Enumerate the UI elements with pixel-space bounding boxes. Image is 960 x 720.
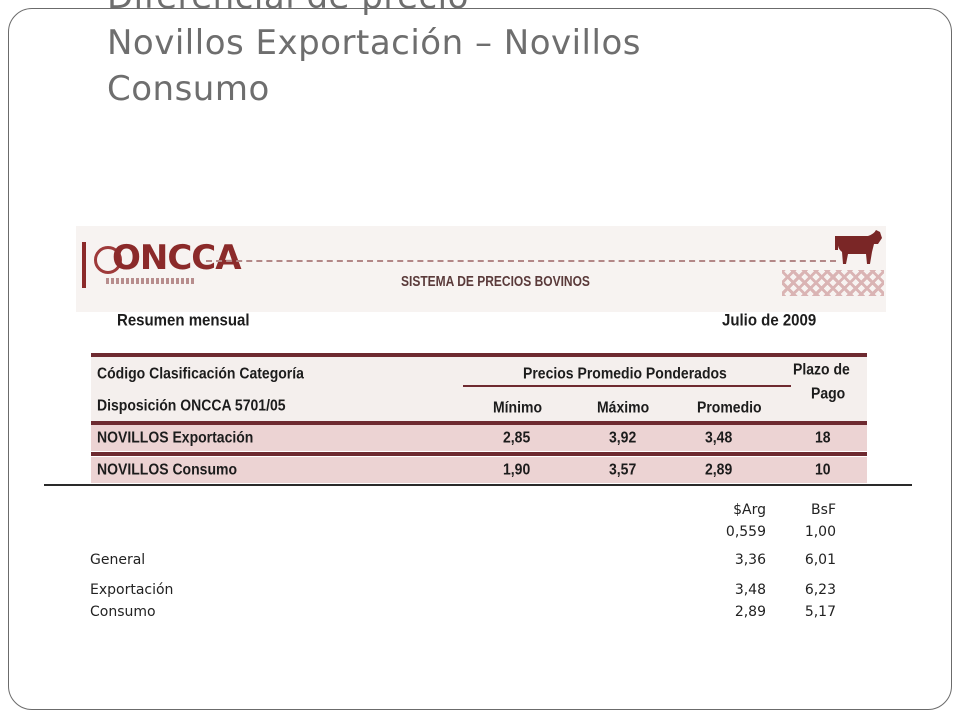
summary-label: Consumo [90, 604, 156, 620]
row-label: NOVILLOS Exportación [97, 427, 254, 447]
row-avg: 2,89 [705, 459, 733, 479]
header-avg: Promedio [697, 397, 762, 417]
col-header-bsf: BsF [811, 502, 836, 518]
logo-text: ONCCA [112, 238, 242, 278]
header-prices: Precios Promedio Ponderados [523, 363, 727, 383]
header-term-line2: Pago [811, 383, 846, 403]
header-disposition: Disposición ONCCA 5701/05 [97, 395, 286, 415]
summary-bsf: 6,01 [804, 552, 836, 568]
row-min: 2,85 [503, 427, 531, 447]
table-header [91, 353, 867, 421]
header-divider [463, 385, 791, 387]
summary-bsf: 5,17 [804, 604, 836, 620]
slide-title: Diferencial de precio Novillos Exportaci… [107, 0, 867, 112]
summary-label: General [90, 552, 146, 568]
logo-bar [82, 242, 86, 288]
rate-bsf: 1,00 [804, 524, 836, 540]
decorative-pattern [782, 270, 884, 296]
row-avg: 3,48 [705, 427, 733, 447]
header-term-line1: Plazo de [793, 359, 850, 379]
cow-icon [835, 230, 882, 264]
banner-dashed-line [206, 260, 836, 262]
rate-arg: 0,559 [725, 524, 766, 540]
rosette-icon [94, 246, 122, 274]
title-line-2: Novillos Exportación – Novillos [107, 23, 641, 63]
oncca-logo: ONCCA [82, 232, 242, 302]
row-term: 10 [815, 459, 831, 479]
table-row: NOVILLOS Exportación 2,85 3,92 3,48 18 [91, 425, 867, 451]
logo-subtext-graphic [106, 278, 196, 284]
title-line-3: Consumo [107, 69, 270, 109]
header-min: Mínimo [493, 397, 542, 417]
header-bottom-rule [91, 421, 867, 425]
col-header-arg: $Arg [733, 502, 766, 518]
summary-arg: 3,48 [734, 582, 766, 598]
system-title: SISTEMA DE PRECIOS BOVINOS [401, 272, 590, 290]
horizontal-rule [44, 484, 912, 486]
report-period: Julio de 2009 [722, 311, 817, 330]
report-heading: Resumen mensual [117, 311, 250, 330]
summary-label: Exportación [90, 582, 174, 598]
row-term: 18 [815, 427, 831, 447]
row-separator [91, 452, 867, 456]
oncca-banner: ONCCA SISTEMA DE PRECIOS BOVINOS [76, 226, 886, 312]
table-row: NOVILLOS Consumo 1,90 3,57 2,89 10 [91, 457, 867, 483]
summary-arg: 3,36 [734, 552, 766, 568]
row-min: 1,90 [503, 459, 531, 479]
summary-arg: 2,89 [734, 604, 766, 620]
summary-bsf: 6,23 [804, 582, 836, 598]
row-max: 3,92 [609, 427, 637, 447]
header-classification: Código Clasificación Categoría [97, 363, 304, 383]
row-max: 3,57 [609, 459, 637, 479]
row-label: NOVILLOS Consumo [97, 459, 237, 479]
header-max: Máximo [597, 397, 650, 417]
title-line-1: Diferencial de precio [107, 0, 867, 20]
price-table: Código Clasificación Categoría Disposici… [91, 353, 867, 487]
